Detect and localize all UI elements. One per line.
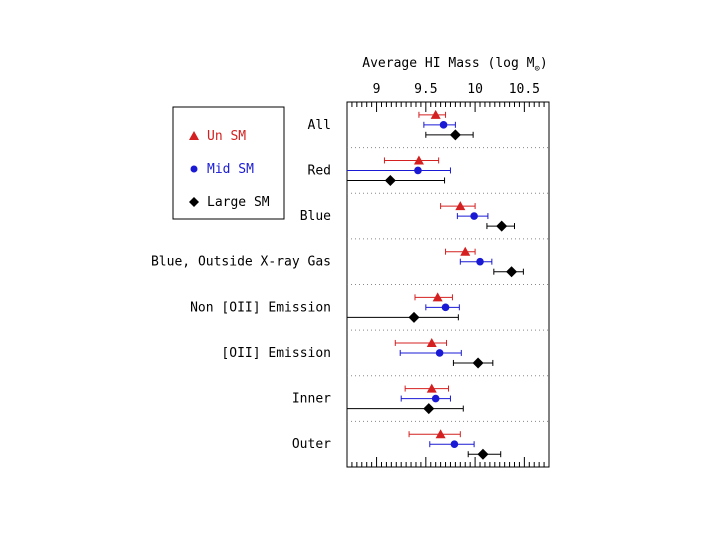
data-point bbox=[423, 403, 435, 415]
category-label: Blue bbox=[300, 209, 331, 224]
x-tick-labels: 9 9.5 10 10.5 bbox=[373, 82, 540, 97]
data-point bbox=[472, 357, 484, 369]
x-tick-label: 9.5 bbox=[414, 82, 437, 97]
data-point bbox=[439, 121, 448, 129]
data-point bbox=[384, 174, 396, 186]
x-tick-label: 10 bbox=[467, 82, 483, 97]
category-label: Inner bbox=[292, 392, 331, 407]
data-point bbox=[460, 246, 471, 256]
legend: Un SM Mid SM Large SM bbox=[172, 106, 285, 220]
data-point bbox=[496, 220, 508, 232]
axis-ticks bbox=[351, 102, 550, 467]
data-point bbox=[470, 212, 478, 220]
legend-marker bbox=[189, 197, 199, 207]
data-point bbox=[413, 155, 424, 165]
data-point bbox=[450, 440, 459, 448]
category-label: All bbox=[308, 118, 331, 133]
category-label: [OII] Emission bbox=[221, 346, 331, 361]
category-labels: All Red Blue Blue, Outside X-ray Gas Non [OI… bbox=[151, 118, 331, 452]
data-point bbox=[441, 303, 450, 312]
legend-marker bbox=[190, 165, 198, 173]
data-point bbox=[506, 266, 518, 278]
data-point bbox=[426, 337, 437, 347]
chart-title: Average HI Mass (log M⊙) bbox=[362, 56, 547, 74]
legend-label: Un SM bbox=[207, 129, 246, 144]
data-point bbox=[449, 129, 461, 141]
data-point bbox=[477, 448, 489, 460]
category-label: Non [OII] Emission bbox=[190, 300, 331, 315]
data-marks bbox=[347, 109, 524, 460]
category-label: Outer bbox=[292, 437, 331, 452]
x-tick-label: 9 bbox=[373, 82, 381, 97]
legend-label: Mid SM bbox=[207, 162, 254, 177]
data-point bbox=[426, 383, 437, 393]
data-point bbox=[414, 166, 422, 175]
category-label: Blue, Outside X-ray Gas bbox=[151, 255, 331, 270]
data-point bbox=[455, 201, 466, 211]
data-point bbox=[432, 292, 443, 302]
legend-box bbox=[172, 106, 285, 220]
legend-label: Large SM bbox=[207, 195, 270, 210]
data-point bbox=[430, 109, 441, 119]
x-tick-label: 10.5 bbox=[509, 82, 540, 97]
legend-marker bbox=[189, 131, 199, 140]
data-point bbox=[431, 394, 440, 403]
data-point bbox=[435, 429, 446, 439]
data-point bbox=[408, 311, 420, 323]
data-point bbox=[476, 257, 484, 266]
category-separators bbox=[347, 147, 549, 422]
category-label: Red bbox=[308, 163, 331, 178]
data-point bbox=[435, 349, 444, 357]
